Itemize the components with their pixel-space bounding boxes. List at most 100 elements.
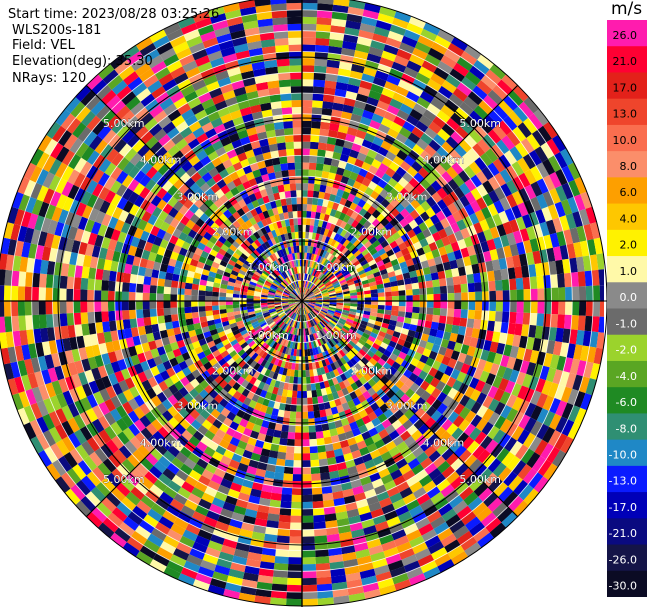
range-gate bbox=[536, 423, 550, 440]
range-gate bbox=[490, 144, 504, 159]
range-gate bbox=[459, 120, 474, 135]
range-gate bbox=[86, 436, 101, 452]
range-gate bbox=[285, 452, 294, 461]
range-gate bbox=[124, 328, 133, 339]
range-gate bbox=[241, 204, 250, 214]
range-gate bbox=[358, 245, 367, 253]
range-gate bbox=[344, 273, 352, 279]
range-gate bbox=[395, 236, 405, 246]
range-gate bbox=[205, 285, 213, 292]
range-gate bbox=[403, 66, 419, 79]
range-gate bbox=[422, 266, 431, 276]
range-gate bbox=[195, 177, 206, 188]
range-gate bbox=[354, 231, 363, 240]
range-gate bbox=[250, 342, 258, 350]
range-gate bbox=[211, 451, 224, 462]
range-gate bbox=[198, 306, 206, 312]
range-gate bbox=[264, 282, 272, 287]
range-gate bbox=[192, 160, 205, 172]
range-gate bbox=[396, 316, 405, 323]
range-gate bbox=[282, 280, 289, 287]
range-gate bbox=[135, 551, 153, 566]
range-gate bbox=[275, 335, 282, 343]
range-gate bbox=[488, 411, 501, 426]
range-gate bbox=[567, 196, 579, 214]
range-gate bbox=[424, 535, 441, 549]
range-gate bbox=[248, 254, 256, 262]
range-gate bbox=[342, 551, 357, 562]
range-gate bbox=[223, 239, 232, 248]
range-gate bbox=[444, 348, 454, 359]
range-gate bbox=[485, 260, 494, 272]
range-gate bbox=[260, 292, 269, 296]
range-gate bbox=[327, 286, 335, 292]
range-gate bbox=[292, 467, 302, 475]
range-gate bbox=[278, 381, 285, 390]
range-gate bbox=[67, 324, 77, 338]
range-gate bbox=[573, 391, 586, 408]
range-gate bbox=[568, 179, 581, 197]
range-gate bbox=[254, 354, 262, 363]
range-gate bbox=[377, 146, 389, 157]
range-gate bbox=[308, 302, 316, 306]
range-gate bbox=[66, 117, 82, 134]
range-gate bbox=[325, 408, 333, 417]
range-gate bbox=[315, 170, 323, 178]
range-gate bbox=[66, 288, 74, 301]
range-gate bbox=[302, 557, 316, 565]
range-gate bbox=[575, 256, 585, 272]
range-gate bbox=[335, 455, 346, 464]
range-gate bbox=[204, 301, 212, 307]
range-gate bbox=[294, 328, 298, 336]
range-gate bbox=[248, 495, 261, 505]
range-gate bbox=[291, 282, 296, 289]
range-gate bbox=[391, 172, 403, 183]
range-gate bbox=[343, 295, 351, 299]
range-gate bbox=[269, 309, 277, 314]
range-gate bbox=[422, 161, 435, 174]
range-gate bbox=[258, 244, 266, 253]
range-gate bbox=[321, 319, 328, 326]
range-gate bbox=[535, 378, 546, 393]
range-gate bbox=[372, 33, 388, 44]
range-gate bbox=[257, 411, 266, 420]
range-gate bbox=[449, 68, 465, 83]
range-gate bbox=[496, 247, 506, 260]
range-gate bbox=[415, 397, 426, 408]
range-gate bbox=[192, 317, 201, 325]
range-gate bbox=[283, 473, 293, 481]
range-gate bbox=[507, 90, 524, 107]
range-gate bbox=[374, 244, 384, 252]
range-gate bbox=[474, 282, 482, 292]
range-gate bbox=[348, 350, 356, 358]
range-gate bbox=[69, 448, 84, 464]
range-gate bbox=[389, 98, 403, 110]
range-gate bbox=[317, 374, 324, 383]
range-gate bbox=[284, 375, 291, 384]
range-gate bbox=[496, 342, 506, 355]
range-gate bbox=[323, 401, 331, 410]
range-gate bbox=[91, 245, 102, 258]
range-gate bbox=[159, 221, 170, 232]
range-gate bbox=[116, 124, 131, 139]
range-gate bbox=[210, 222, 220, 232]
range-gate bbox=[125, 472, 140, 487]
range-gate bbox=[328, 331, 335, 339]
range-gate bbox=[332, 248, 339, 257]
range-gate bbox=[385, 553, 402, 565]
range-gate bbox=[288, 302, 296, 306]
range-gate bbox=[349, 421, 359, 431]
range-gate bbox=[302, 127, 312, 135]
range-gate bbox=[122, 427, 135, 441]
range-gate bbox=[444, 269, 453, 279]
range-gate bbox=[168, 173, 180, 185]
range-gate bbox=[220, 244, 230, 252]
range-gate bbox=[346, 233, 355, 242]
range-gate bbox=[210, 473, 224, 485]
range-gate bbox=[67, 417, 80, 433]
range-gate bbox=[499, 391, 511, 405]
range-gate bbox=[398, 177, 409, 188]
range-gate bbox=[315, 303, 323, 306]
range-gate bbox=[549, 397, 561, 414]
range-gate bbox=[230, 255, 239, 263]
